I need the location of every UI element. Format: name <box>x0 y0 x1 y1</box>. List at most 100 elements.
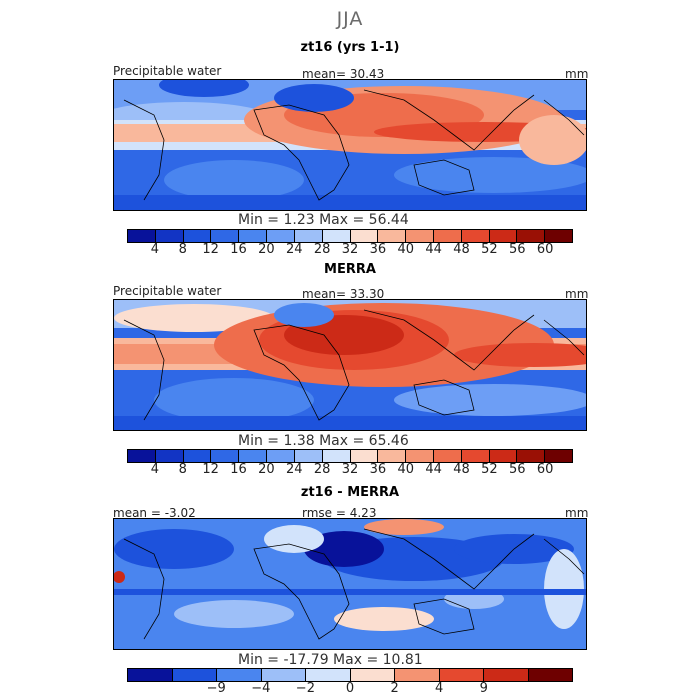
panel-1-units: mm <box>565 67 589 81</box>
colorbar-tick-label: 48 <box>453 462 470 477</box>
panel-2-units: mm <box>565 287 589 301</box>
colorbar-tick-label: 40 <box>397 462 415 477</box>
colorbar-tick-label: 36 <box>369 242 387 257</box>
colorbar-tick-label: 60 <box>536 242 554 257</box>
colorbar-tick-label: 56 <box>508 462 526 477</box>
p3-swatch-0 <box>128 669 173 681</box>
p2-swatch-2 <box>183 450 212 462</box>
panel-3-range: Min = -17.79 Max = 10.81 <box>238 652 423 668</box>
colorbar-tick-label: 16 <box>230 242 247 257</box>
panel-3-rmse-label: rmse = 4.23 <box>302 506 377 520</box>
colorbar-tick-label: 60 <box>536 462 554 477</box>
p3-swatch-2 <box>217 669 262 681</box>
p2-swatch-12 <box>461 450 490 462</box>
colorbar-tick-label: 4 <box>150 462 160 477</box>
p2-swatch-10 <box>406 450 434 462</box>
p2-swatch-15 <box>545 450 572 462</box>
panel-1-mean-label: mean= 30.43 <box>302 67 385 81</box>
colorbar-tick-label: 52 <box>481 462 498 477</box>
p2-swatch-1 <box>155 450 184 462</box>
p3-swatch-3 <box>261 669 306 681</box>
p2-swatch-7 <box>322 450 351 462</box>
colorbar-tick-label: 4 <box>435 681 444 696</box>
p3-swatch-6 <box>395 669 440 681</box>
colorbar-tick-label: 16 <box>230 462 247 477</box>
p3-swatch-1 <box>172 669 217 681</box>
colorbar-tick-label: 56 <box>508 242 526 257</box>
panel-3-map <box>113 518 587 650</box>
colorbar-tick-label: 20 <box>258 462 275 477</box>
p1-swatch-6 <box>294 230 323 242</box>
panel-3-colorbar-ticks: −9 −4 −2 0 2 4 9 <box>0 681 700 699</box>
colorbar-tick-label: 40 <box>397 242 415 257</box>
panel-2-colorbar <box>127 449 573 463</box>
p2-swatch-9 <box>378 450 407 462</box>
colorbar-tick-label: 48 <box>453 242 470 257</box>
p2-swatch-8 <box>350 450 379 462</box>
panel-1-variable-label: Precipitable water <box>113 64 222 78</box>
panel-3-mean-label: mean = -3.02 <box>113 506 196 520</box>
colorbar-tick-label: 9 <box>479 681 488 696</box>
colorbar-tick-label: 8 <box>178 462 187 477</box>
p1-swatch-0 <box>128 230 156 242</box>
panel-3-colorbar <box>127 668 573 682</box>
p1-swatch-11 <box>433 230 462 242</box>
panel-2-variable-label: Precipitable water <box>113 284 222 298</box>
p1-swatch-13 <box>489 230 518 242</box>
colorbar-tick-label: 36 <box>369 462 387 477</box>
panel-1-title: zt16 (yrs 1-1) <box>300 40 400 55</box>
panel-1-colorbar <box>127 229 573 243</box>
panel-2-title: MERRA <box>324 262 376 277</box>
p1-swatch-14 <box>517 230 546 242</box>
colorbar-tick-label: −4 <box>251 681 271 696</box>
colorbar-tick-label: 12 <box>202 242 219 257</box>
colorbar-tick-label: 2 <box>390 681 399 696</box>
panel-3-map-field <box>114 519 586 649</box>
p1-swatch-4 <box>239 230 268 242</box>
p1-swatch-5 <box>267 230 295 242</box>
p2-swatch-11 <box>433 450 462 462</box>
p1-swatch-9 <box>378 230 407 242</box>
p1-swatch-8 <box>350 230 379 242</box>
p1-swatch-15 <box>545 230 572 242</box>
colorbar-tick-label: 44 <box>425 242 442 257</box>
panel-2-colorbar-ticks: 4 8 12 16 20 24 28 32 36 40 44 48 52 56 60 <box>0 462 700 480</box>
panel-2-map <box>113 299 587 431</box>
panel-3-units: mm <box>565 506 589 520</box>
p1-swatch-10 <box>406 230 434 242</box>
colorbar-tick-label: 32 <box>341 242 359 257</box>
p2-swatch-6 <box>294 450 323 462</box>
colorbar-tick-label: 28 <box>313 462 331 477</box>
p1-swatch-1 <box>155 230 184 242</box>
p2-swatch-13 <box>489 450 518 462</box>
colorbar-tick-label: 8 <box>178 242 187 257</box>
p2-swatch-3 <box>211 450 240 462</box>
p3-swatch-4 <box>306 669 351 681</box>
panel-1-colorbar-ticks: 4 8 12 16 20 24 28 32 36 40 44 48 52 56 60 <box>0 242 700 260</box>
colorbar-tick-label: −2 <box>295 681 315 696</box>
p3-swatch-8 <box>484 669 529 681</box>
p1-swatch-3 <box>211 230 240 242</box>
colorbar-tick-label: 32 <box>341 462 359 477</box>
colorbar-tick-label: 12 <box>202 462 219 477</box>
panel-2-range: Min = 1.38 Max = 65.46 <box>238 433 409 449</box>
panel-2-map-field <box>114 300 586 430</box>
colorbar-tick-label: 24 <box>285 462 303 477</box>
figure-title: JJA <box>336 8 364 30</box>
panel-3-title: zt16 - MERRA <box>300 485 400 500</box>
p1-swatch-12 <box>461 230 490 242</box>
p1-swatch-2 <box>183 230 212 242</box>
p2-swatch-14 <box>517 450 546 462</box>
panel-2-mean-label: mean= 33.30 <box>302 287 385 301</box>
p2-swatch-0 <box>128 450 156 462</box>
panel-1-map <box>113 79 587 211</box>
p3-swatch-9 <box>528 669 572 681</box>
p2-swatch-5 <box>267 450 295 462</box>
p3-swatch-5 <box>350 669 395 681</box>
colorbar-tick-label: 44 <box>425 462 442 477</box>
colorbar-tick-label: 4 <box>150 242 160 257</box>
colorbar-tick-label: 20 <box>258 242 275 257</box>
colorbar-tick-label: 24 <box>285 242 303 257</box>
panel-1-map-field <box>114 80 586 210</box>
p3-swatch-7 <box>439 669 484 681</box>
